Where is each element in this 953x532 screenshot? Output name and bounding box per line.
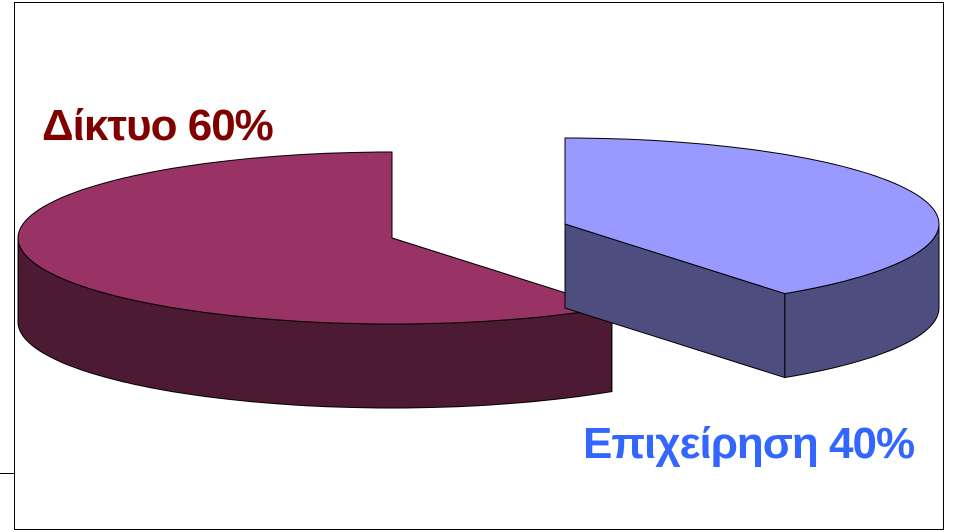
slice-label-network: Δίκτυο 60% <box>42 101 273 150</box>
slice-label-business: Επιχείρηση 40% <box>583 419 914 468</box>
slice-top-0 <box>17 151 612 325</box>
frame-edge <box>0 473 15 502</box>
slices-layer <box>17 137 940 409</box>
slice-top-1 <box>564 137 940 295</box>
